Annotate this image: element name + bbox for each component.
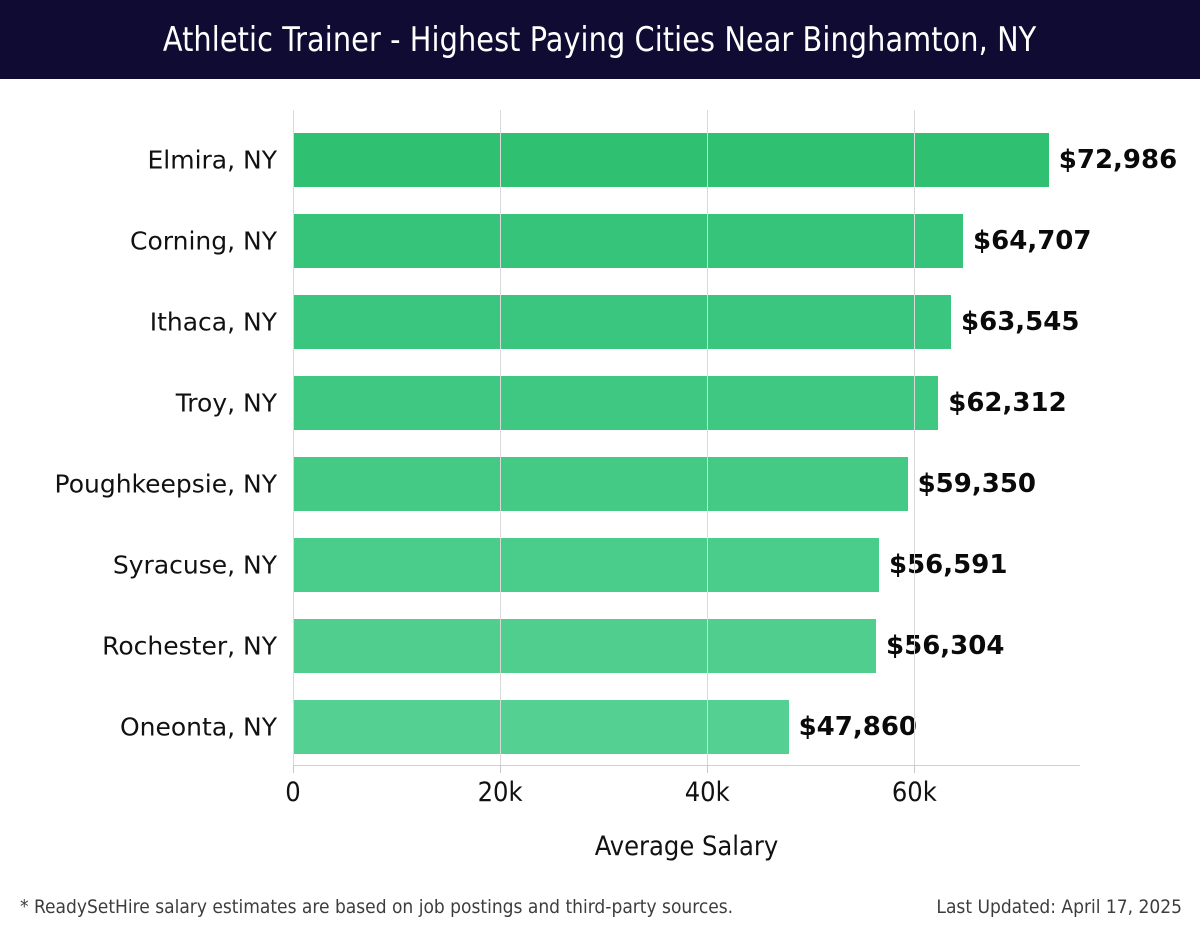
x-gridline <box>293 110 294 765</box>
bar-row: $56,304 <box>293 619 1200 673</box>
x-axis-line <box>293 765 1080 766</box>
x-tick-mark <box>500 765 502 773</box>
bar-value-label: $59,350 <box>917 469 1036 499</box>
y-axis-label-row: Troy, NY <box>0 376 277 430</box>
x-tick-label: 40k <box>684 777 730 808</box>
x-tick-label: 0 <box>285 777 301 808</box>
bar[interactable] <box>293 700 789 754</box>
bar-row: $47,860 <box>293 700 1200 754</box>
bar[interactable] <box>293 295 952 349</box>
chart-header-bar: Athletic Trainer - Highest Paying Cities… <box>0 0 1200 79</box>
bar-row: $63,545 <box>293 295 1200 349</box>
page-title: Athletic Trainer - Highest Paying Cities… <box>163 19 1037 60</box>
x-gridline <box>914 110 916 765</box>
y-axis-label-row: Rochester, NY <box>0 619 277 673</box>
bar[interactable] <box>293 457 908 511</box>
y-axis-label-row: Elmira, NY <box>0 133 277 187</box>
bar-value-label: $47,860 <box>798 712 918 742</box>
bar-value-label: $72,986 <box>1058 145 1178 175</box>
x-gridline <box>500 110 502 765</box>
x-tick-mark <box>293 765 294 773</box>
x-tick-label: 20k <box>477 777 523 808</box>
y-axis-label-row: Syracuse, NY <box>0 538 277 592</box>
y-axis-label-row: Poughkeepsie, NY <box>0 457 277 511</box>
bar[interactable] <box>293 376 939 430</box>
bar-row: $72,986 <box>293 133 1200 187</box>
footer-last-updated: Last Updated: April 17, 2025 <box>936 896 1182 918</box>
chart-footer: * ReadySetHire salary estimates are base… <box>0 880 1200 940</box>
x-tick-mark <box>707 765 709 773</box>
y-axis-label-row: Ithaca, NY <box>0 295 277 349</box>
y-axis-category-label: Poughkeepsie, NY <box>54 469 277 499</box>
y-axis-category-label: Rochester, NY <box>102 631 277 661</box>
x-tick-mark <box>914 765 916 773</box>
x-tick-label: 60k <box>891 777 937 808</box>
x-axis-title: Average Salary <box>594 831 779 862</box>
bar-row: $56,591 <box>293 538 1200 592</box>
bar[interactable] <box>293 214 964 268</box>
y-axis-category-label: Syracuse, NY <box>112 550 277 580</box>
bar[interactable] <box>293 538 879 592</box>
y-axis-category-label: Oneonta, NY <box>119 712 277 742</box>
y-axis-category-labels: Elmira, NY Corning, NY Ithaca, NY Troy, NY P… <box>0 110 277 765</box>
bar-value-label: $56,591 <box>889 550 1008 580</box>
chart-canvas: Elmira, NY Corning, NY Ithaca, NY Troy, NY P… <box>0 79 1200 880</box>
bar-row: $59,350 <box>293 457 1200 511</box>
bar-row: $64,707 <box>293 214 1200 268</box>
bar[interactable] <box>293 133 1049 187</box>
y-axis-category-label: Ithaca, NY <box>149 307 277 337</box>
x-gridline <box>707 110 709 765</box>
bar-value-label: $56,304 <box>886 631 1005 661</box>
bar-value-label: $64,707 <box>973 226 1092 256</box>
bar[interactable] <box>293 619 877 673</box>
y-axis-category-label: Troy, NY <box>175 388 277 418</box>
y-axis-label-row: Oneonta, NY <box>0 700 277 754</box>
y-axis-label-row: Corning, NY <box>0 214 277 268</box>
y-axis-category-label: Elmira, NY <box>147 145 277 175</box>
bar-value-label: $62,312 <box>948 388 1067 418</box>
bar-row: $62,312 <box>293 376 1200 430</box>
footer-disclaimer: * ReadySetHire salary estimates are base… <box>20 896 734 918</box>
plot-area: $72,986 $64,707 $63,545 $62,312 $59,350 $56,5… <box>293 110 1177 765</box>
bar-value-label: $63,545 <box>961 307 1080 337</box>
y-axis-category-label: Corning, NY <box>130 226 277 256</box>
